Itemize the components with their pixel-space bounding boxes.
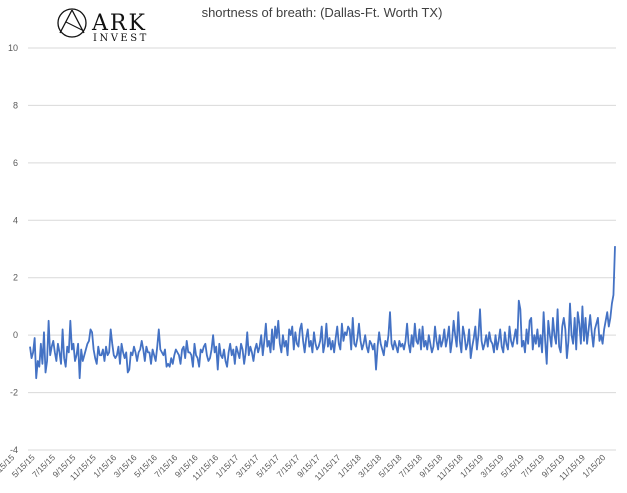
y-tick-label: 4 xyxy=(13,215,18,225)
y-tick-label: -4 xyxy=(10,445,18,455)
y-tick-label: 2 xyxy=(13,273,18,283)
x-tick-label: 1/15/20 xyxy=(580,452,607,479)
logo-word: ARK xyxy=(91,11,147,36)
y-tick-label: -2 xyxy=(10,388,18,398)
y-tick-label: 8 xyxy=(13,100,18,110)
y-tick-label: 6 xyxy=(13,158,18,168)
logo-subword: INVEST xyxy=(93,33,149,44)
y-axis-tick-labels: -4 -2 0 2 4 6 8 10 xyxy=(8,43,18,455)
ark-invest-logo: ARK INVEST xyxy=(57,8,149,44)
series-line xyxy=(29,246,616,380)
y-tick-label: 0 xyxy=(13,330,18,340)
chart-title: shortness of breath: (Dallas-Ft. Worth T… xyxy=(202,5,443,20)
gridlines xyxy=(28,47,616,451)
series-lines xyxy=(29,246,616,380)
logo-mark-icon xyxy=(57,8,87,38)
x-axis-tick-labels: 3/15/155/15/157/15/159/15/1511/15/151/15… xyxy=(0,452,608,482)
y-tick-label: 10 xyxy=(8,43,18,53)
